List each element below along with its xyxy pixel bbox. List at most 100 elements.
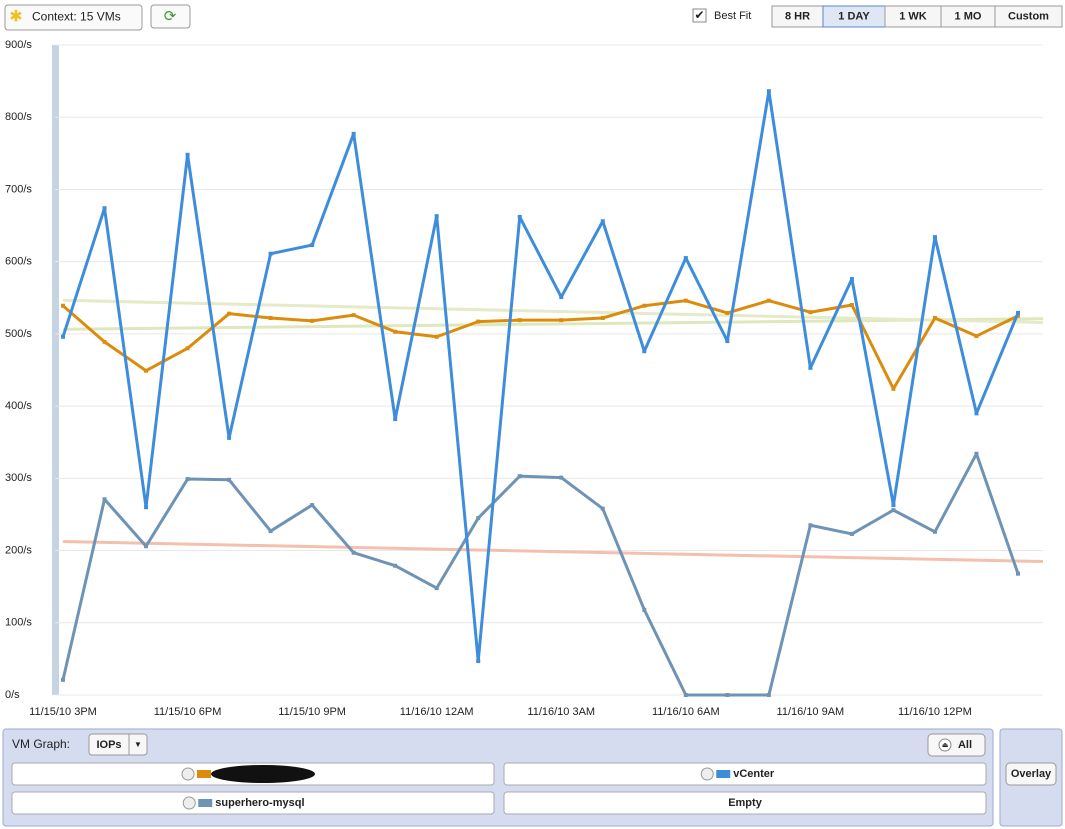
series-line [62, 299, 1019, 391]
empty-slot: Empty [728, 797, 763, 809]
data-point [766, 298, 771, 303]
y-tick-label: 600/s [5, 256, 32, 268]
data-point [932, 235, 937, 240]
data-point [185, 152, 190, 157]
series-line [61, 89, 1020, 663]
data-point [683, 693, 688, 697]
best-fit-checkbox[interactable]: ✔ Best Fit [692, 8, 751, 23]
legend-swatch [716, 770, 731, 778]
data-point [891, 503, 896, 508]
data-point [974, 411, 979, 416]
y-tick-label: 100/s [5, 617, 32, 629]
check-mark: ✔ [694, 8, 704, 22]
data-point [227, 477, 232, 482]
data-point [351, 131, 356, 136]
data-point [393, 417, 398, 422]
range-label: Custom [1008, 10, 1049, 22]
eject-icon [181, 767, 195, 781]
data-point [766, 693, 771, 697]
refresh-button[interactable]: ⟳ [150, 4, 191, 29]
data-point [766, 89, 771, 94]
slot-bg [503, 762, 987, 786]
data-point [144, 544, 149, 549]
legend-swatch [197, 770, 211, 778]
data-point [642, 303, 647, 308]
metric-value: IOPs [96, 739, 121, 751]
legend-label: vCenter [733, 768, 775, 780]
x-tick-label: 11/16/10 12PM [898, 706, 972, 718]
data-point [61, 334, 65, 339]
legend-slot[interactable]: Empty [503, 791, 987, 815]
range-button[interactable]: 8 HR [771, 5, 824, 28]
data-point [559, 318, 564, 323]
data-point [849, 531, 854, 536]
range-button[interactable]: 1 DAY [822, 5, 886, 28]
data-point [683, 256, 688, 261]
data-point [1016, 310, 1020, 315]
data-point [600, 506, 605, 511]
eject-icon: ⏏ [942, 742, 949, 749]
overlay-button[interactable]: Overlay [1005, 762, 1057, 786]
data-point [227, 435, 232, 440]
data-point [808, 523, 813, 528]
range-button[interactable]: Custom [994, 5, 1063, 28]
data-point [61, 303, 65, 308]
range-label: 8 HR [785, 10, 810, 22]
range-label: 1 WK [899, 10, 927, 22]
button-bg [994, 5, 1063, 28]
data-point [683, 298, 688, 303]
x-tick-label: 11/16/10 6AM [652, 706, 720, 718]
plot: 0/s 100/s 200/s 300/s 400/s 500/s 600/s 700/s 80… [5, 39, 1044, 718]
eject-icon [182, 796, 196, 810]
data-point [268, 529, 273, 534]
range-button[interactable]: 1 MO [940, 5, 996, 28]
data-point [310, 503, 315, 508]
data-point [932, 316, 937, 320]
dropdown-arrow: ▼ [134, 740, 142, 749]
y-axis-bar [52, 45, 59, 695]
best-fit-line [62, 298, 1044, 324]
metric-dropdown[interactable]: IOPs ▼ [88, 733, 148, 756]
range-buttons: 8 HR 1 DAY 1 WK 1 MO Custom [771, 5, 1063, 28]
data-point [476, 659, 481, 664]
all-button[interactable]: ⏏ All [927, 733, 986, 757]
data-point [434, 214, 439, 219]
x-tick-label: 11/16/10 9AM [777, 706, 845, 718]
data-point [434, 334, 439, 339]
data-point [808, 365, 813, 370]
data-point [808, 310, 813, 315]
y-tick-label: 400/s [5, 400, 32, 412]
data-point [185, 346, 190, 351]
y-tick-label: 300/s [5, 472, 32, 484]
series-line [61, 452, 1020, 697]
context-button[interactable]: ✱ Context: 15 VMs [4, 4, 143, 31]
range-button[interactable]: 1 WK [884, 5, 942, 28]
data-point [517, 318, 522, 323]
data-point [725, 339, 730, 344]
slot-bg [503, 791, 987, 815]
data-point [185, 477, 190, 482]
redaction [211, 765, 315, 783]
data-point [144, 368, 149, 373]
legend-slot[interactable]: vCenter [503, 762, 987, 786]
data-point [642, 607, 647, 612]
legend-slot[interactable]: superhero-mysql [11, 791, 495, 815]
x-tick-label: 11/16/10 12AM [400, 706, 474, 718]
data-point [102, 497, 107, 502]
y-tick-label: 700/s [5, 183, 32, 195]
data-point [227, 311, 232, 316]
slot-bg [11, 791, 495, 815]
data-point [642, 349, 647, 354]
data-point [600, 316, 605, 320]
data-point [849, 277, 854, 281]
legend-slot[interactable] [11, 762, 495, 786]
data-point [268, 251, 273, 256]
best-fit-line [62, 540, 1044, 564]
data-point [891, 386, 896, 391]
data-point [974, 334, 979, 339]
data-point [891, 508, 896, 513]
context-label: Context: 15 VMs [32, 10, 121, 24]
data-point [849, 303, 854, 307]
legend-swatch [198, 799, 213, 807]
